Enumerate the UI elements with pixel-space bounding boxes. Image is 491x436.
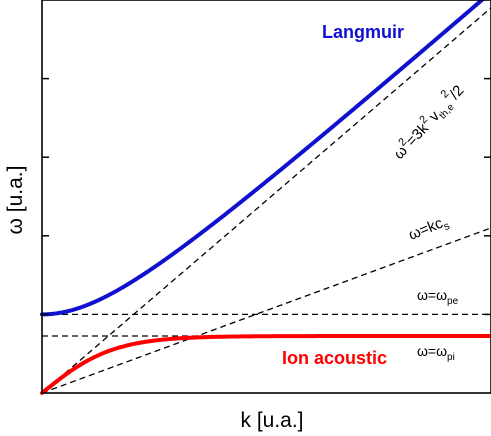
curves-layer (40, 0, 491, 395)
asymptote-ion-acoustic-line (41, 227, 491, 394)
x-axis-label: k [u.a.] (240, 409, 303, 432)
annotation-omega-squared: ω2=3k2vth,e2/2 (387, 79, 470, 165)
series-label-langmuir: Langmuir (322, 22, 404, 42)
y-axis-label: ω [u.a.] (4, 166, 27, 235)
annotation-omega-pe: ω=ωpe (417, 287, 459, 307)
annotation-omega-pi: ω=ωpi (417, 343, 455, 363)
asymptote-langmuir-line (41, 7, 491, 394)
annotation-omega-kcs: ω=kcs (406, 212, 452, 246)
plot-frame (41, 0, 491, 394)
series-label-ion-acoustic: Ion acoustic (282, 348, 387, 368)
langmuir-curve (40, 0, 486, 317)
ion-acoustic-curve (40, 334, 491, 395)
ticks-layer (42, 77, 491, 316)
